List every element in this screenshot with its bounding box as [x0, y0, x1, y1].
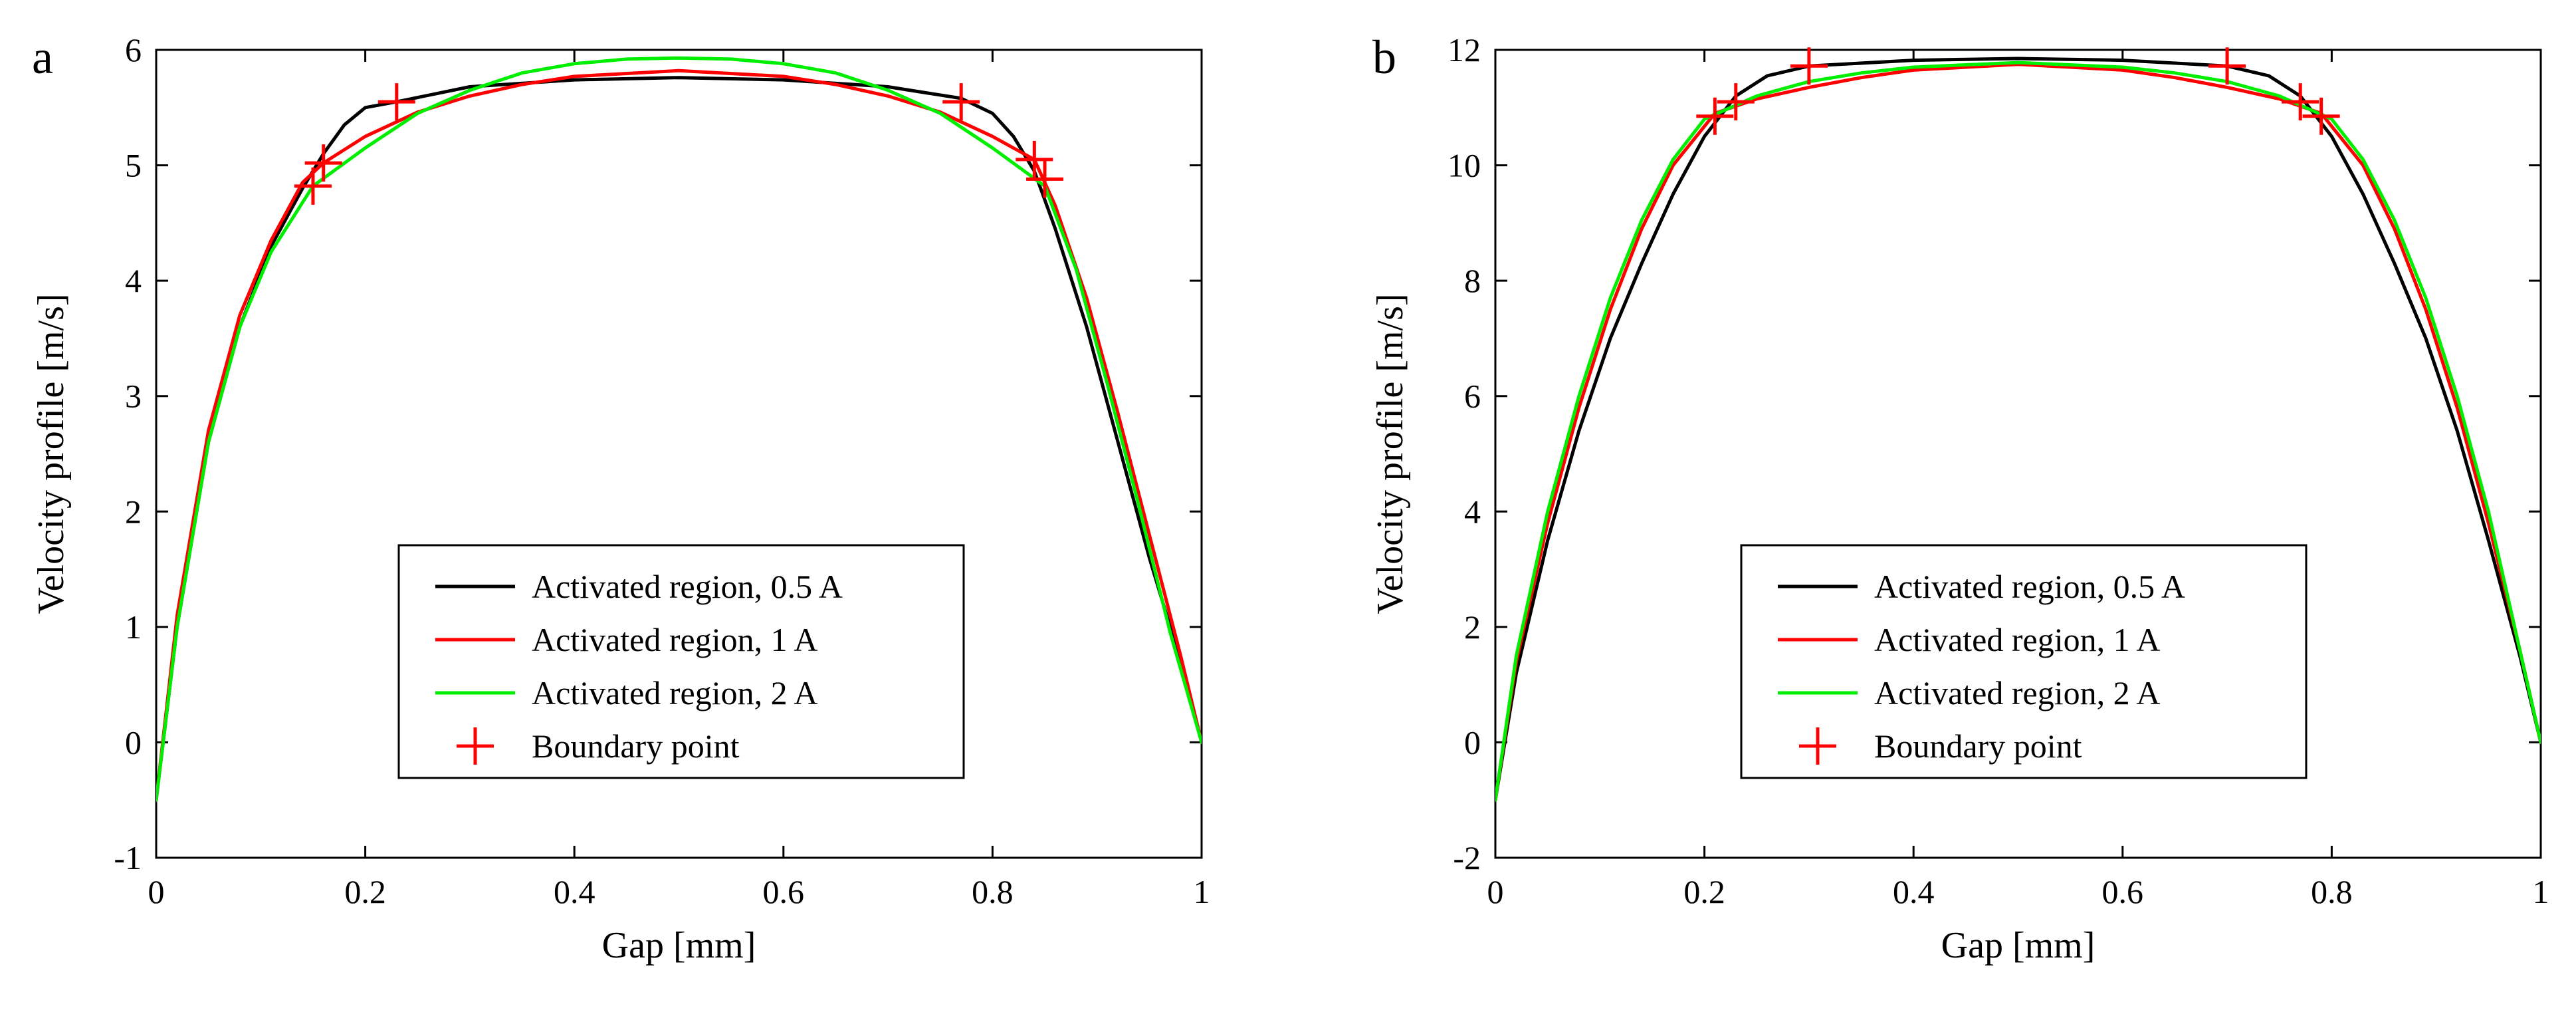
legend-label-2: Activated region, 1 A: [532, 621, 817, 658]
legend: Activated region, 0.5 A Activated region,…: [1740, 544, 2308, 779]
axes-box: [1494, 49, 2542, 859]
boundary-point-marker: [2302, 97, 2340, 135]
series-line-3: [1495, 61, 2541, 802]
legend-label-3: Activated region, 2 A: [1874, 674, 2160, 711]
legend-label-boundary: Boundary point: [1874, 727, 2082, 765]
y-tick-label: 2: [125, 493, 142, 530]
x-tick-label: 0: [1487, 873, 1504, 910]
panel-letter: a: [32, 31, 53, 84]
boundary-point-marker: [1717, 83, 1755, 121]
series-line-2: [156, 68, 1202, 802]
y-tick-label: -2: [1453, 839, 1481, 876]
plot-area: [156, 56, 1202, 802]
x-tick-label: 0.6: [763, 873, 805, 910]
y-tick-label: 2: [1464, 608, 1481, 646]
legend-box: [1740, 544, 2308, 779]
y-tick-label: -1: [114, 839, 142, 876]
legend-swatch-boundary: [457, 727, 494, 765]
series-line-1: [1495, 57, 2541, 802]
legend: Activated region, 0.5 A Activated region,…: [397, 544, 965, 779]
x-axis-title: Gap [mm]: [1941, 925, 2095, 966]
legend-swatch-boundary: [1799, 727, 1836, 765]
y-tick-label: 3: [125, 378, 142, 415]
boundary-point-marker: [2208, 47, 2246, 85]
x-tick-label: 1: [1194, 873, 1210, 910]
y-axis-title: Velocity profile [m/s]: [1370, 293, 1411, 614]
x-tick-label: 0.2: [1683, 873, 1725, 910]
y-tick-label: 12: [1448, 31, 1481, 68]
x-axis-title: Gap [mm]: [602, 925, 756, 966]
x-tick-label: 0.8: [2311, 873, 2353, 910]
boundary-point-marker: [942, 83, 980, 121]
boundary-point-marker: [1026, 160, 1064, 198]
series-line-2: [1495, 63, 2541, 802]
boundary-point-marker: [1696, 97, 1734, 135]
x-tick-label: 0.6: [2102, 873, 2144, 910]
x-tick-label: 0: [148, 873, 165, 910]
y-tick-label: 8: [1464, 262, 1481, 299]
y-tick-label: 10: [1448, 147, 1481, 184]
y-tick-label: 0: [1464, 723, 1481, 761]
legend-box: [397, 544, 965, 779]
x-tick-label: 1: [2533, 873, 2549, 910]
legend-label-1: Activated region, 0.5 A: [1874, 568, 2185, 605]
y-tick-label: 5: [125, 147, 142, 184]
series-line-1: [156, 76, 1202, 802]
x-tick-label: 0.4: [554, 873, 595, 910]
series-line-3: [156, 56, 1202, 802]
y-tick-label: 1: [125, 608, 142, 646]
y-tick-label: 4: [1464, 493, 1481, 530]
legend-label-boundary: Boundary point: [532, 727, 740, 765]
legend-label-2: Activated region, 1 A: [1874, 621, 2160, 658]
x-tick-label: 0.2: [344, 873, 386, 910]
x-tick-label: 0.4: [1893, 873, 1935, 910]
legend-label-3: Activated region, 2 A: [532, 674, 817, 711]
boundary-point-marker: [1016, 140, 1053, 178]
y-tick-label: 6: [1464, 378, 1481, 415]
panel-letter: b: [1372, 31, 1396, 84]
legend-label-1: Activated region, 0.5 A: [532, 568, 843, 605]
y-tick-label: 6: [125, 31, 142, 68]
boundary-point-marker: [2282, 83, 2319, 121]
y-tick-label: 4: [125, 262, 142, 299]
plot-area: [1495, 57, 2541, 802]
axes-box: [155, 49, 1203, 859]
boundary-point-marker: [294, 167, 332, 205]
boundary-point-marker: [377, 83, 415, 121]
y-tick-label: 0: [125, 723, 142, 761]
y-axis-title: Velocity profile [m/s]: [31, 293, 72, 614]
boundary-point-marker: [304, 144, 342, 182]
x-tick-label: 0.8: [972, 873, 1014, 910]
boundary-point-marker: [1790, 47, 1828, 85]
